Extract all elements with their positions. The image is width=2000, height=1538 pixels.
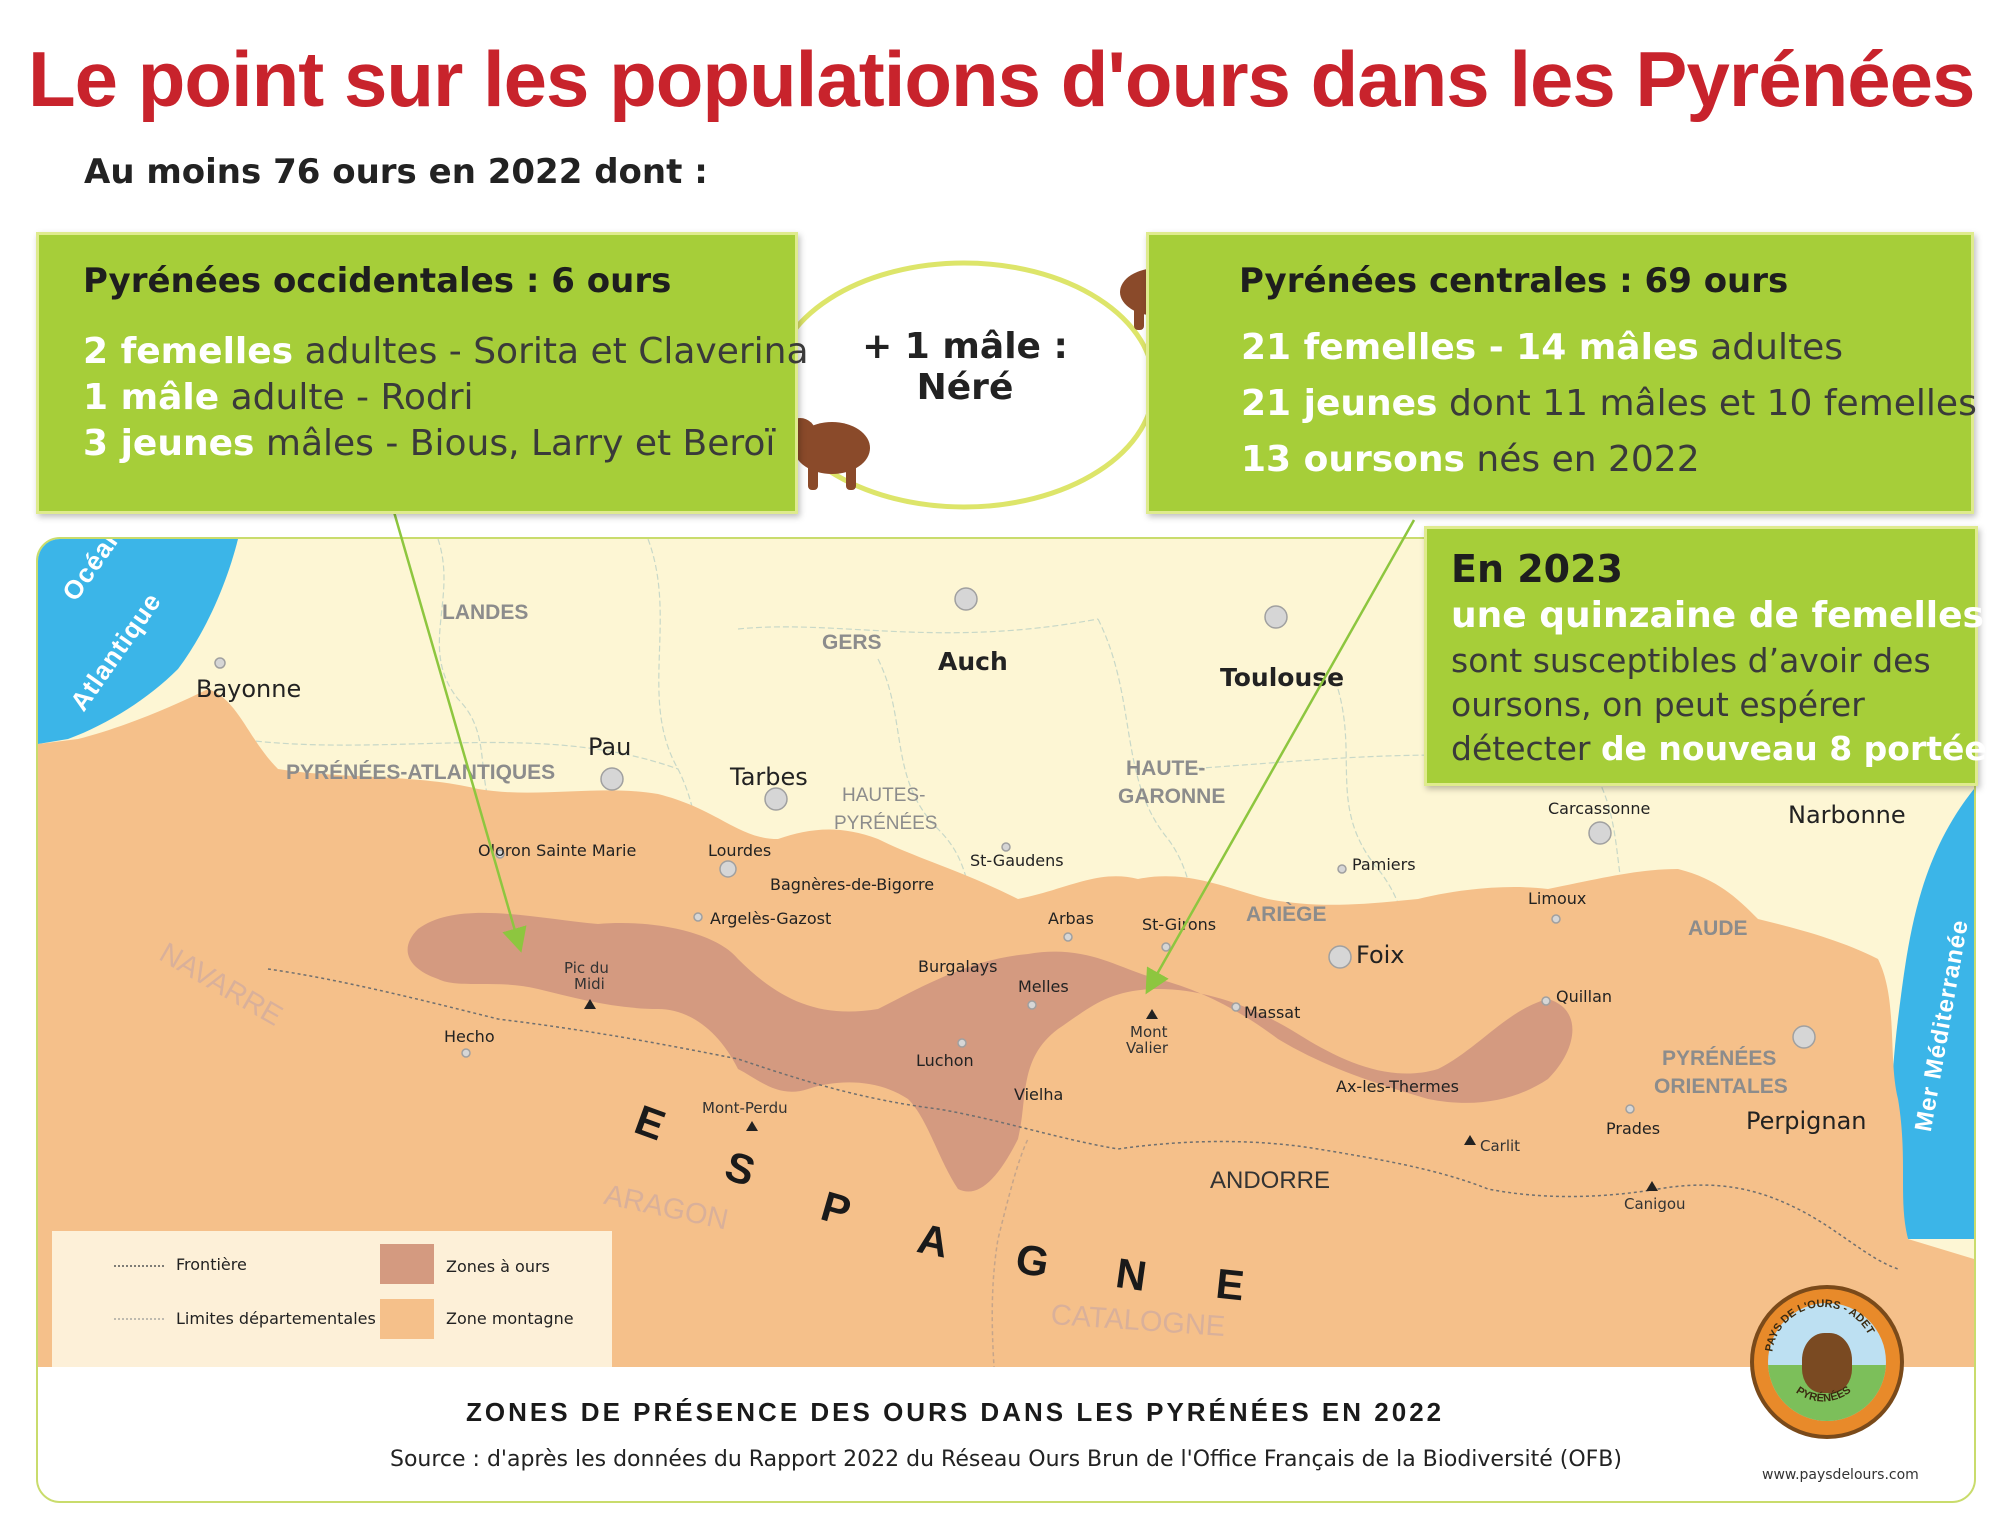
exchange-line-1: + 1 mâle :: [862, 326, 1068, 367]
town-melles: Melles: [1018, 977, 1069, 996]
city-bayonne: Bayonne: [196, 675, 302, 703]
outlook-line-3: oursons, on peut espérer: [1451, 685, 1865, 724]
city-tarbes: Tarbes: [730, 763, 808, 791]
exchange-line-2: Néré: [916, 367, 1014, 408]
town-st-gaudens: St-Gaudens: [970, 851, 1064, 870]
dept-landes: LANDES: [442, 601, 529, 624]
peak-canigou: Canigou: [1624, 1195, 1686, 1213]
city-auch: Auch: [938, 647, 1008, 676]
central-line-3: 13 oursons nés en 2022: [1241, 439, 1700, 480]
dept-gers: GERS: [822, 631, 882, 654]
exchange-label: + 1 mâle : Néré: [860, 326, 1070, 408]
legend-frontiere: Frontière: [176, 1255, 247, 1274]
city-foix: Foix: [1356, 941, 1405, 969]
central-line-1: 21 femelles - 14 mâles adultes: [1241, 327, 1843, 368]
outlook-line-1: une quinzaine de femelles: [1451, 595, 1984, 636]
legend-zone-montagne: Zone montagne: [446, 1309, 574, 1328]
west-line-3: 3 jeunes mâles - Bious, Larry et Beroï: [83, 423, 776, 464]
peak-mont-perdu: Mont-Perdu: [702, 1099, 788, 1117]
dept-haute-1: HAUTE-: [1126, 757, 1206, 780]
dept-hautes-1: HAUTES-: [842, 785, 926, 806]
legend-zones-ours: Zones à ours: [446, 1257, 550, 1276]
mediterranean-sea: [1891, 789, 1974, 1239]
bear-zone: [407, 912, 1573, 1192]
outlook-2023-box: En 2023 une quinzaine de femelles sont s…: [1424, 526, 2000, 786]
town-oloron: Oloron Sainte Marie: [478, 841, 637, 860]
city-toulouse: Toulouse: [1220, 663, 1345, 692]
brand-logo: PAYS DE L'OURS - ADET PYRÉNÉES: [1750, 1285, 1904, 1439]
town-limoux: Limoux: [1528, 889, 1587, 908]
west-line-1: 2 femelles adultes - Sorita et Claverina: [83, 331, 809, 372]
footer-band: [38, 1367, 1974, 1501]
town-quillan: Quillan: [1556, 987, 1613, 1006]
country-letter: E: [1213, 1259, 1247, 1310]
dept-ariege: ARIÈGE: [1246, 903, 1327, 926]
logo-text-top: PAYS DE L'OURS - ADET: [1763, 1298, 1876, 1353]
dept-po-2: ORIENTALES: [1654, 1075, 1788, 1098]
town-st-girons: St-Girons: [1142, 915, 1217, 934]
region-andorre: ANDORRE: [1210, 1167, 1331, 1194]
website-link[interactable]: www.paysdelours.com: [1762, 1467, 1919, 1483]
legend-swatch-mountain: [380, 1299, 434, 1339]
town-massat: Massat: [1244, 1003, 1301, 1022]
town-luchon: Luchon: [916, 1051, 974, 1070]
town-lourdes: Lourdes: [708, 841, 772, 860]
source-note: Source : d'après les données du Rapport …: [390, 1447, 1622, 1472]
town-arbas: Arbas: [1048, 909, 1094, 928]
town-prades: Prades: [1606, 1119, 1661, 1138]
town-hecho: Hecho: [444, 1027, 495, 1046]
town-ax-les-thermes: Ax-les-Thermes: [1336, 1077, 1459, 1096]
peak-mont-valier-2: Valier: [1126, 1039, 1169, 1057]
outlook-line-2: sont susceptibles d’avoir des: [1451, 641, 1931, 680]
town-vielha: Vielha: [1014, 1085, 1064, 1104]
bear-logo-icon: [1802, 1333, 1852, 1393]
town-pamiers: Pamiers: [1352, 855, 1416, 874]
svg-text:PAYS DE L'OURS - ADET: PAYS DE L'OURS - ADET: [1763, 1298, 1876, 1353]
west-line-2: 1 mâle adulte - Rodri: [83, 377, 474, 418]
city-pau: Pau: [588, 733, 632, 761]
outlook-line-4: détecter de nouveau 8 portées.: [1451, 729, 2000, 768]
town-argeles: Argelès-Gazost: [710, 909, 832, 928]
town-burgalays: Burgalays: [918, 957, 998, 976]
central-line-2: 21 jeunes dont 11 mâles et 10 femelles: [1241, 383, 1977, 424]
map-canvas: [38, 539, 1974, 1501]
town-carcassonne: Carcassonne: [1548, 799, 1651, 818]
map-caption: ZONES DE PRÉSENCE DES OURS DANS LES PYRÉ…: [466, 1397, 1445, 1427]
legend-box: [52, 1231, 612, 1391]
dept-pyrenees-atlantiques: PYRÉNÉES-ATLANTIQUES: [286, 761, 556, 784]
legend-swatch-bear: [380, 1244, 434, 1284]
atlantic-ocean: [38, 539, 238, 744]
subtitle: Au moins 76 ours en 2022 dont :: [84, 152, 708, 192]
logo-text-bottom: PYRÉNÉES: [1794, 1384, 1853, 1405]
peak-mont-valier-1: Mont: [1130, 1023, 1168, 1041]
outlook-title: En 2023: [1451, 547, 1624, 591]
legend-limites: Limites départementales: [176, 1309, 376, 1328]
city-narbonne: Narbonne: [1788, 801, 1906, 829]
city-perpignan: Perpignan: [1746, 1107, 1867, 1135]
svg-text:PYRÉNÉES: PYRÉNÉES: [1794, 1384, 1853, 1405]
peak-pic-du-midi-2: Midi: [574, 975, 605, 993]
dept-aude: AUDE: [1688, 917, 1748, 940]
west-population-box: Pyrénées occidentales : 6 ours 2 femelle…: [36, 232, 809, 514]
dept-po-1: PYRÉNÉES: [1662, 1047, 1777, 1070]
town-bagneres: Bagnères-de-Bigorre: [770, 875, 935, 894]
west-box-title: Pyrénées occidentales : 6 ours: [83, 261, 672, 301]
dept-haute-2: GARONNE: [1118, 785, 1226, 808]
peak-pic-du-midi-1: Pic du: [564, 959, 609, 977]
peak-carlit: Carlit: [1480, 1137, 1521, 1155]
page-title: Le point sur les populations d'ours dans…: [28, 35, 1975, 123]
dept-hautes-2: PYRÉNÉES: [834, 813, 938, 834]
central-box-title: Pyrénées centrales : 69 ours: [1239, 261, 1789, 301]
central-population-box: Pyrénées centrales : 69 ours 21 femelles…: [1146, 232, 1977, 514]
peak-markers: [584, 999, 1658, 1191]
